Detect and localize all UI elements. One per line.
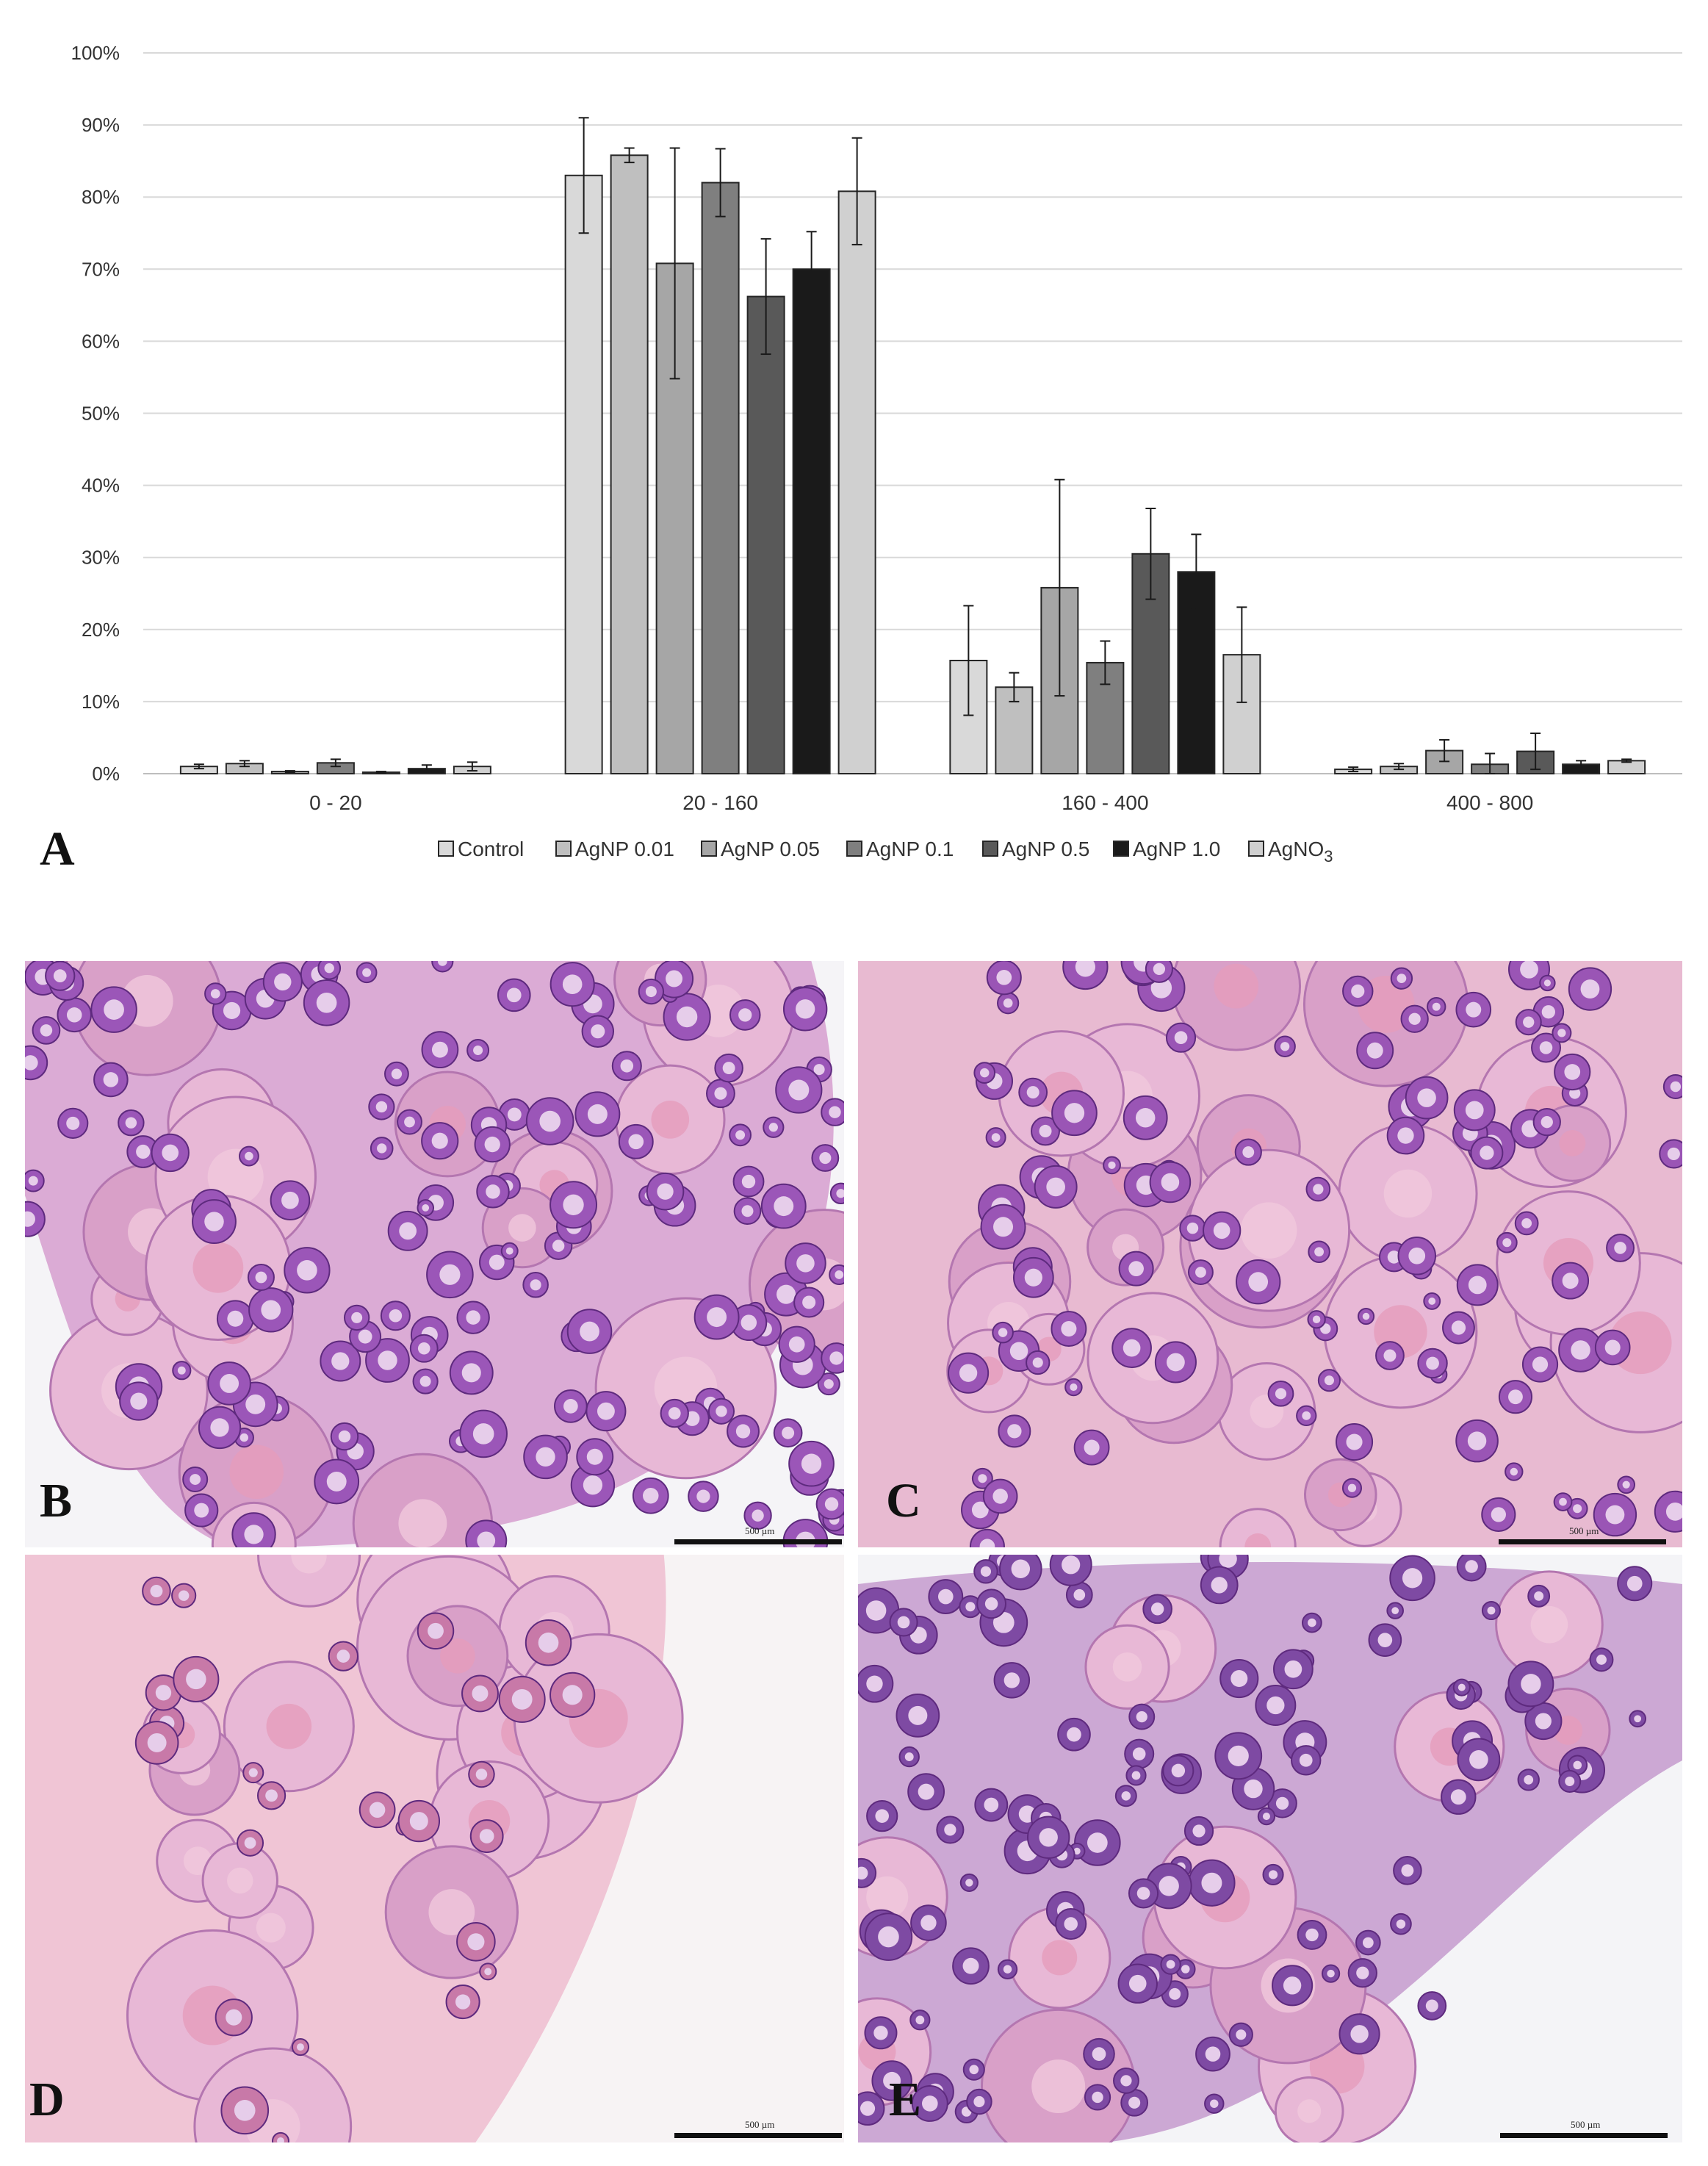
panel-letter-b: B — [40, 1474, 73, 1528]
tissue-texture — [858, 961, 1682, 1547]
micrograph-e — [858, 1555, 1682, 2142]
y-tick-label: 30% — [82, 547, 120, 569]
legend-label: AgNO3 — [1268, 838, 1333, 866]
panel-letter-e: E — [889, 2073, 922, 2126]
y-tick-labels: 0% 10% 20% 30% 40% 50% 60% 70% 80% 90% 100% — [71, 42, 120, 785]
micrograph-d — [25, 1555, 844, 2142]
legend-label: AgNP 0.05 — [721, 838, 820, 860]
legend-subscript: 3 — [1324, 847, 1333, 866]
scale-bar-b: 500 µm — [674, 1521, 843, 1547]
panel-letter-d: D — [29, 2073, 65, 2126]
scale-bar-d: 500 µm — [674, 2115, 843, 2141]
bar — [837, 190, 876, 774]
y-tick-label: 100% — [71, 42, 120, 64]
micrograph-c — [858, 961, 1682, 1547]
x-tick-labels: 0 - 20 20 - 160 160 - 400 400 - 800 — [309, 791, 1533, 814]
y-tick-label: 40% — [82, 475, 120, 497]
legend-label: AgNP 0.1 — [866, 838, 954, 860]
y-tick-label: 0% — [92, 763, 120, 785]
scale-line — [1500, 2133, 1668, 2138]
bar-series — [179, 154, 1646, 775]
scale-line — [674, 1539, 842, 1544]
panel-letter-a: A — [40, 822, 75, 876]
gridlines — [143, 52, 1682, 774]
scale-label: 500 µm — [745, 2119, 775, 2130]
y-tick-label: 80% — [82, 186, 120, 208]
legend: Control AgNP 0.01 AgNP 0.05 AgNP 0.1 AgNP 0.… — [438, 838, 1333, 866]
bar — [701, 181, 740, 774]
x-tick-label: 20 - 160 — [682, 791, 758, 814]
y-tick-label: 10% — [82, 691, 120, 713]
x-tick-label: 0 - 20 — [309, 791, 362, 814]
error-bars — [193, 117, 1632, 774]
scale-label: 500 µm — [1571, 2119, 1601, 2130]
scale-label: 500 µm — [745, 1525, 775, 1536]
legend-label: AgNP 1.0 — [1133, 838, 1220, 860]
y-tick-label: 50% — [82, 403, 120, 425]
legend-swatch — [846, 841, 862, 857]
scale-line — [674, 2133, 842, 2138]
bar — [564, 174, 603, 774]
y-tick-label: 20% — [82, 619, 120, 641]
bar — [746, 295, 785, 774]
scale-line — [1499, 1539, 1666, 1544]
scale-bar-c: 500 µm — [1499, 1521, 1671, 1547]
bar — [792, 268, 831, 774]
legend-swatch — [1113, 841, 1129, 857]
legend-swatch — [555, 841, 572, 857]
x-tick-label: 160 - 400 — [1062, 791, 1148, 814]
tissue-texture — [25, 961, 844, 1547]
bar-chart: 0% 10% 20% 30% 40% 50% 60% 70% 80% 90% 100% 0 - 20… — [71, 42, 1682, 866]
legend-swatch — [982, 841, 998, 857]
legend-label: AgNP 0.01 — [575, 838, 674, 860]
tissue-texture — [858, 1555, 1682, 2142]
legend-label: Control — [458, 838, 524, 860]
x-tick-label: 400 - 800 — [1446, 791, 1533, 814]
scale-bar-e: 500 µm — [1500, 2115, 1673, 2141]
y-tick-label: 70% — [82, 258, 120, 280]
bar — [610, 154, 649, 774]
y-tick-label: 90% — [82, 114, 120, 136]
legend-label: AgNP 0.5 — [1002, 838, 1089, 860]
scale-label: 500 µm — [1569, 1525, 1599, 1536]
panel-letter-c: C — [886, 1474, 921, 1528]
tissue-texture — [25, 1555, 684, 2142]
legend-swatch — [1248, 841, 1264, 857]
y-tick-label: 60% — [82, 330, 120, 352]
micrograph-b — [25, 961, 844, 1547]
legend-swatch — [438, 841, 454, 857]
legend-swatch — [701, 841, 717, 857]
